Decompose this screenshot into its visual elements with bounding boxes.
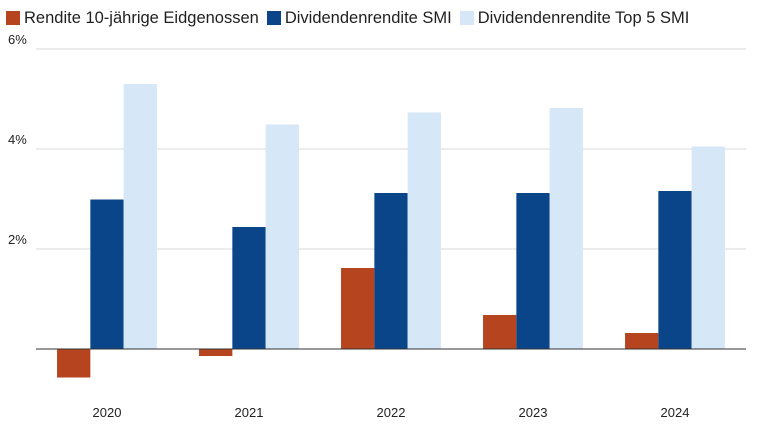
bar (374, 193, 408, 349)
legend-swatch (266, 11, 281, 25)
y-tick-label: 4% (8, 132, 27, 147)
bar (90, 199, 124, 349)
legend-swatch (6, 11, 20, 25)
legend: Rendite 10-jährige Eidgenossen Dividende… (6, 6, 697, 30)
bar (265, 124, 299, 349)
y-tick-label: 2% (8, 232, 27, 247)
x-tick-label: 2024 (661, 405, 690, 420)
bar (549, 108, 583, 349)
bar (123, 84, 157, 349)
bar (407, 112, 441, 349)
legend-label: Dividendenrendite SMI (284, 8, 452, 27)
x-tick-label: 2021 (235, 405, 264, 420)
legend-item-smi: Dividendenrendite SMI (266, 8, 452, 28)
x-tick-label: 2023 (519, 405, 548, 420)
legend-swatch (459, 11, 474, 25)
bar (625, 333, 659, 349)
legend-item-top5-smi: Dividendenrendite Top 5 SMI (459, 8, 690, 28)
legend-item-eidgenossen: Rendite 10-jährige Eidgenossen (6, 9, 259, 28)
bar (232, 227, 266, 349)
y-tick-label: 6% (8, 32, 27, 47)
bar (658, 191, 692, 349)
x-tick-label: 2022 (377, 405, 406, 420)
bar (341, 268, 375, 349)
bar (483, 315, 517, 349)
bar (691, 146, 725, 349)
bar (516, 193, 550, 349)
legend-label: Dividendenrendite Top 5 SMI (477, 8, 690, 27)
bar (199, 349, 233, 356)
legend-label: Rendite 10-jährige Eidgenossen (24, 8, 259, 27)
bar (57, 349, 91, 378)
x-tick-label: 2020 (93, 405, 122, 420)
